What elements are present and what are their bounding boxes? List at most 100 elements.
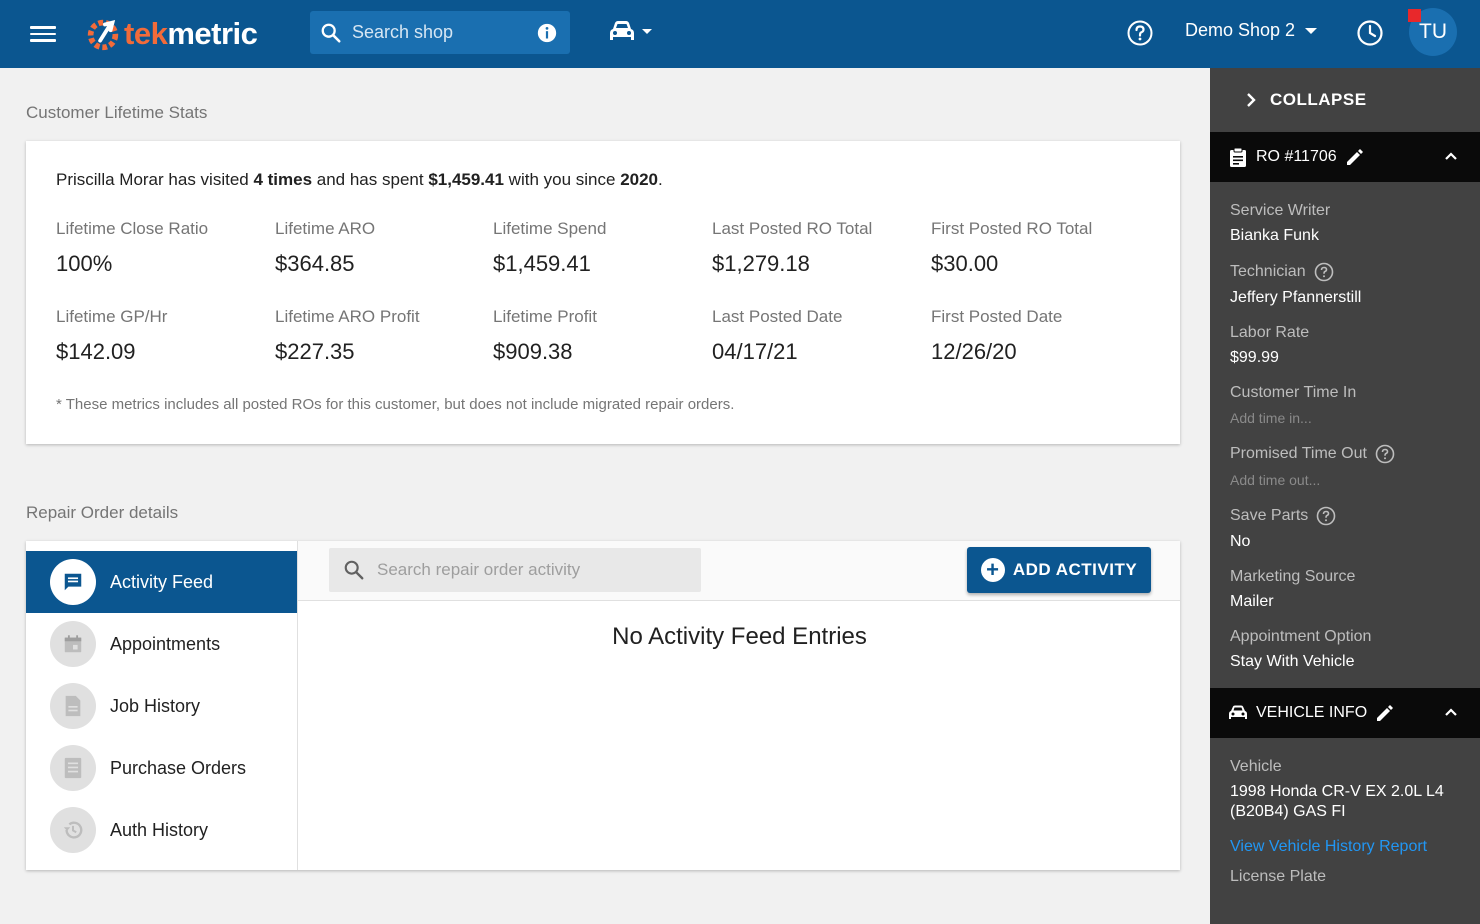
field-value[interactable]: Mailer	[1230, 593, 1274, 610]
empty-state-message: No Activity Feed Entries	[612, 623, 867, 650]
help-icon[interactable]	[1126, 19, 1154, 47]
field-value[interactable]: Bianka Funk	[1230, 227, 1319, 244]
logo-wordmark: tekmetric	[124, 16, 258, 51]
nav-label: Appointments	[110, 633, 221, 654]
list-icon	[50, 745, 96, 791]
stat-value: $1,279.18	[712, 251, 810, 276]
stat-item: Last Posted RO Total $1,279.18	[712, 219, 922, 277]
stat-label: Lifetime ARO Profit	[275, 307, 420, 326]
stat-label: Lifetime Spend	[493, 219, 607, 238]
summary-text: and has spent	[312, 170, 429, 189]
stat-label: Lifetime GP/Hr	[56, 307, 168, 326]
field-value[interactable]: No	[1230, 533, 1251, 550]
field-customer-time-in: Customer Time In Add time in...	[1230, 384, 1460, 428]
total-spent: $1,459.41	[428, 170, 504, 189]
stat-item: Lifetime Close Ratio 100%	[56, 219, 266, 277]
activity-toolbar: Search repair order activity + ADD ACTIV…	[298, 541, 1180, 601]
field-label-text: Save Parts	[1230, 507, 1309, 524]
field-label: Service Writer	[1230, 202, 1331, 219]
notification-badge	[1408, 9, 1421, 22]
nav-activity-feed[interactable]: Activity Feed	[26, 551, 297, 613]
chevron-up-icon[interactable]	[1444, 149, 1458, 163]
info-icon[interactable]	[536, 22, 558, 44]
help-circle-icon[interactable]	[1316, 506, 1336, 526]
stat-label: First Posted RO Total	[931, 219, 1093, 238]
vehicle-info-header[interactable]: VEHICLE INFO	[1210, 688, 1480, 738]
nav-label: Job History	[110, 695, 201, 716]
search-shop-input[interactable]: Search shop	[310, 11, 570, 54]
plus-circle-icon: +	[980, 558, 1005, 582]
field-value[interactable]: $99.99	[1230, 349, 1279, 366]
tekmetric-logo[interactable]: tekmetric	[84, 14, 258, 54]
stat-label: First Posted Date	[931, 307, 1063, 326]
chevron-up-icon[interactable]	[1444, 705, 1458, 719]
stat-value: 12/26/20	[931, 339, 1017, 364]
nav-purchase-orders[interactable]: Purchase Orders	[26, 737, 297, 799]
field-label: Vehicle	[1230, 758, 1282, 775]
field-value[interactable]: Jeffery Pfannerstill	[1230, 289, 1362, 306]
nav-job-history[interactable]: Job History	[26, 675, 297, 737]
search-icon	[321, 23, 341, 43]
menu-icon[interactable]	[30, 22, 56, 44]
stat-item: Lifetime Spend $1,459.41	[493, 219, 703, 277]
nav-appointments[interactable]: Appointments	[26, 613, 297, 675]
nav-label: Auth History	[110, 819, 209, 840]
caret-down-icon	[1305, 27, 1318, 34]
visit-summary: Priscilla Morar has visited 4 times and …	[56, 170, 663, 190]
summary-text: with you since	[503, 170, 621, 189]
stat-item: Last Posted Date 04/17/21	[712, 307, 922, 365]
stat-item: Lifetime ARO Profit $227.35	[275, 307, 485, 365]
vehicle-menu-button[interactable]	[608, 18, 658, 44]
stat-value: $1,459.41	[493, 251, 591, 276]
vehicle-history-link[interactable]: View Vehicle History Report	[1230, 838, 1428, 855]
field-value[interactable]: Stay With Vehicle	[1230, 653, 1355, 670]
add-activity-button[interactable]: + ADD ACTIVITY	[967, 547, 1151, 593]
field-label: Marketing Source	[1230, 568, 1356, 585]
top-navigation-bar: tekmetric Search shop Demo Shop 2 TU	[0, 0, 1480, 68]
repair-order-section-title: Repair Order details	[26, 503, 179, 522]
time-in-input[interactable]: Add time in...	[1230, 410, 1312, 426]
field-label: Promised Time Out	[1230, 444, 1460, 464]
ro-number: RO #11706	[1256, 148, 1337, 165]
repair-order-nav: Activity Feed Appointments Job History P…	[26, 551, 297, 861]
vehicle-fields: Vehicle 1998 Honda CR-V EX 2.0L L4 (B20B4…	[1210, 738, 1480, 886]
stat-value: $142.09	[56, 339, 136, 364]
field-label-text: Promised Time Out	[1230, 445, 1367, 462]
nav-auth-history[interactable]: Auth History	[26, 799, 297, 861]
vehicle-info-title: VEHICLE INFO	[1256, 704, 1368, 721]
add-activity-label: ADD ACTIVITY	[1012, 560, 1138, 579]
field-service-writer: Service Writer Bianka Funk	[1230, 202, 1460, 246]
activity-search-placeholder: Search repair order activity	[377, 560, 581, 579]
stat-label: Lifetime Profit	[493, 307, 597, 326]
activity-feed-panel: Search repair order activity + ADD ACTIV…	[297, 541, 1180, 870]
help-circle-icon[interactable]	[1375, 444, 1395, 464]
collapse-button[interactable]: COLLAPSE	[1210, 68, 1480, 132]
stat-item: Lifetime ARO $364.85	[275, 219, 485, 277]
stats-section-title: Customer Lifetime Stats	[26, 103, 208, 122]
stat-label: Lifetime ARO	[275, 219, 376, 238]
time-out-input[interactable]: Add time out...	[1230, 472, 1321, 488]
stat-value: 100%	[56, 251, 113, 276]
ro-info-header[interactable]: RO #11706	[1210, 132, 1480, 182]
shop-selector[interactable]: Demo Shop 2	[1185, 20, 1318, 41]
shop-name: Demo Shop 2	[1185, 20, 1296, 40]
stat-label: Last Posted RO Total	[712, 219, 873, 238]
lifetime-stats-card: Priscilla Morar has visited 4 times and …	[26, 141, 1180, 444]
field-marketing-source: Marketing Source Mailer	[1230, 568, 1460, 612]
edit-pencil-icon[interactable]	[1375, 703, 1395, 723]
edit-pencil-icon[interactable]	[1345, 147, 1365, 167]
stat-label: Last Posted Date	[712, 307, 843, 326]
field-label: Customer Time In	[1230, 384, 1357, 401]
car-icon	[1229, 705, 1247, 719]
activity-search-input[interactable]: Search repair order activity	[329, 548, 701, 592]
stat-item: Lifetime GP/Hr $142.09	[56, 307, 266, 365]
clock-icon[interactable]	[1356, 19, 1384, 47]
field-appointment-option: Appointment Option Stay With Vehicle	[1230, 628, 1460, 672]
document-icon	[50, 683, 96, 729]
help-circle-icon[interactable]	[1314, 262, 1334, 282]
metrics-footnote: * These metrics includes all posted ROs …	[56, 396, 735, 413]
search-icon	[344, 560, 364, 580]
license-plate-label: License Plate	[1230, 868, 1327, 885]
stat-item: Lifetime Profit $909.38	[493, 307, 703, 365]
field-save-parts: Save Parts No	[1230, 506, 1460, 552]
